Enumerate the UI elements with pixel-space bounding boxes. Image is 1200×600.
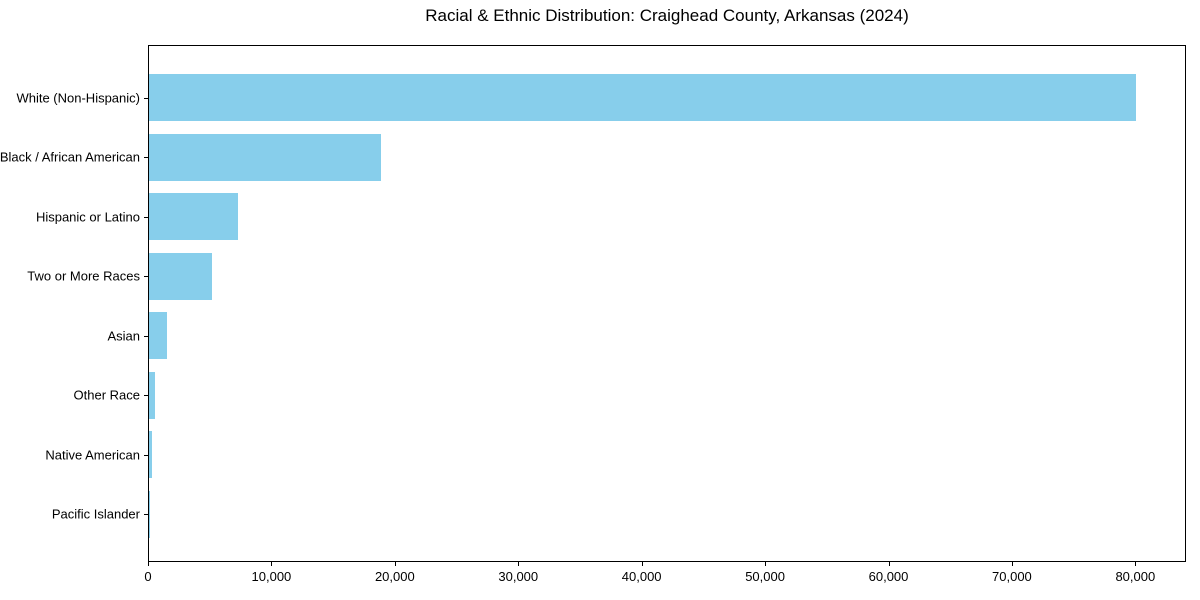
bar: [149, 74, 1136, 121]
x-tick-label: 70,000: [992, 569, 1032, 584]
bar: [149, 252, 213, 300]
x-tick-mark: [1135, 562, 1137, 566]
x-tick-mark: [394, 562, 396, 566]
bar: [149, 431, 152, 478]
bar: [149, 490, 150, 538]
x-tick-label: 80,000: [1115, 569, 1156, 584]
bar: [149, 312, 167, 359]
y-tick-label: Hispanic or Latino: [35, 209, 140, 224]
x-tick-mark: [765, 562, 767, 566]
y-tick-mark: [144, 514, 148, 515]
x-tick-label: 20,000: [374, 569, 415, 584]
y-tick-mark: [144, 216, 148, 218]
y-tick-label: Pacific Islander: [51, 506, 140, 522]
x-tick-mark: [148, 562, 149, 566]
y-tick-label: Asian: [107, 328, 140, 343]
bar: [149, 371, 155, 419]
y-tick-label: White (Non-Hispanic): [16, 90, 140, 105]
bar: [149, 133, 382, 181]
y-tick-label: Other Race: [73, 387, 140, 403]
y-tick-mark: [144, 157, 148, 158]
chart-title: Racial & Ethnic Distribution: Craighead …: [425, 6, 909, 25]
x-tick-mark: [518, 562, 520, 566]
x-tick-mark: [888, 562, 890, 566]
y-tick-mark: [144, 395, 148, 396]
x-tick-label: 60,000: [868, 569, 909, 584]
x-tick-label: 50,000: [745, 569, 785, 584]
bar: [149, 193, 238, 240]
x-tick-label: 40,000: [621, 569, 662, 584]
plot-area: [148, 45, 1186, 562]
x-tick-label: 10,000: [251, 569, 292, 584]
x-tick-mark: [641, 562, 643, 566]
y-tick-label: Two or More Races: [27, 268, 140, 284]
x-tick-mark: [1011, 562, 1013, 566]
y-tick-label: Black / African American: [0, 149, 140, 165]
y-tick-mark: [144, 276, 148, 277]
y-tick-mark: [144, 454, 148, 456]
y-tick-mark: [144, 97, 148, 99]
x-tick-label: 30,000: [498, 569, 539, 584]
x-tick-mark: [271, 562, 273, 566]
y-tick-mark: [144, 335, 148, 337]
x-tick-label: 0: [144, 569, 152, 584]
y-tick-label: Native American: [45, 447, 140, 462]
